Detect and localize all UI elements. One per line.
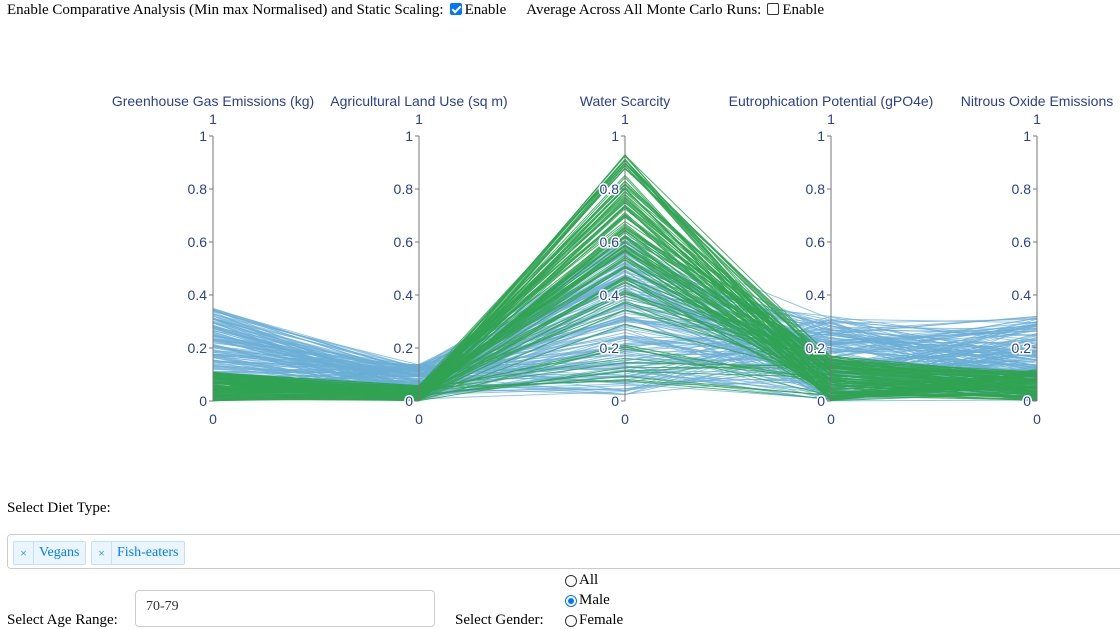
diet-tag-label: Vegans (39, 545, 80, 560)
comparative-checkbox[interactable] (449, 3, 462, 15)
axis-tick-label: 1 (1023, 128, 1031, 144)
radio-female[interactable] (565, 614, 577, 627)
axis-tick-label: 0.2 (394, 340, 414, 356)
axis-range-max: 1 (827, 111, 835, 127)
axis-tick-label: 0 (199, 393, 207, 409)
gender-option-label: Male (579, 592, 610, 608)
diet-type-multiselect[interactable]: × Vegans × Fish-eaters (7, 534, 1120, 569)
comparative-label: Enable Comparative Analysis (Min max Nor… (7, 1, 444, 18)
axis-4[interactable]: Nitrous Oxide Emissions 1 00 0.2 0.4 0.6 0.8 1 (961, 93, 1114, 427)
remove-fish-eaters-icon[interactable]: × (92, 542, 112, 564)
axis-tick-label: 0.2 (600, 340, 620, 356)
axis-tick-label: 0.8 (806, 181, 826, 197)
average-label: Average Across All Monte Carlo Runs: (526, 1, 762, 18)
age-range-label: Select Age Range: (7, 612, 118, 628)
remove-vegans-icon[interactable]: × (14, 542, 34, 564)
gender-option-label: Female (579, 612, 624, 628)
axis-tick-label: 0.8 (188, 181, 208, 197)
axis-tick-label: 0.8 (394, 181, 414, 197)
axis-tick-label: 0.4 (600, 287, 620, 303)
axis-range-max: 1 (209, 111, 217, 127)
axis-tick-label: 0.6 (394, 234, 414, 250)
axis-tick-label: 0.6 (600, 234, 620, 250)
axis-1[interactable]: Agricultural Land Use (sq m) 1 00 0.2 0.4 0.6… (330, 93, 507, 427)
axis-tick-label: 0.4 (188, 287, 208, 303)
age-range-select[interactable]: 70-79 (135, 590, 435, 627)
axis-tick-label: 0 (611, 393, 619, 409)
axis-tick-label: 0 (405, 393, 413, 409)
gender-option-male[interactable]: Male (565, 592, 610, 609)
gender-label: Select Gender: (455, 612, 544, 628)
axis-tick-label: 0.2 (806, 340, 826, 356)
axis-2[interactable]: Water Scarcity 1 00 0.2 0.4 0.6 0.8 1 (580, 93, 671, 427)
comparative-checkbox-label[interactable]: Enable (464, 1, 507, 18)
axis-tick-label: 0.2 (1012, 340, 1032, 356)
axis-tick-label: 0 (817, 393, 825, 409)
axis-tick-label: 0 (1023, 393, 1031, 409)
axis-tick-label: 0.6 (1012, 234, 1032, 250)
axis-title[interactable]: Greenhouse Gas Emissions (kg) (112, 93, 314, 109)
axis-tick-label: 0.8 (600, 181, 620, 197)
axis-title[interactable]: Water Scarcity (580, 93, 671, 109)
axis-3[interactable]: Eutrophication Potential (gPO4e) 1 00 0.2 0.… (729, 93, 934, 427)
axis-tick-label: 0.4 (806, 287, 826, 303)
radio-male[interactable] (565, 594, 577, 607)
axis-tick-label: 0.4 (1012, 287, 1032, 303)
average-checkbox[interactable] (767, 3, 780, 15)
parallel-coordinates-chart: Greenhouse Gas Emissions (kg)1000.20.40.… (112, 93, 1113, 427)
axis-range-min: 0 (621, 411, 629, 427)
axis-tick-label: 0.6 (806, 234, 826, 250)
axis-range-max: 1 (621, 111, 629, 127)
axis-range-max: 1 (415, 111, 423, 127)
axis-tick-label: 1 (817, 128, 825, 144)
gender-option-label: All (579, 572, 599, 588)
axes-layer: Greenhouse Gas Emissions (kg)1000.20.40.… (112, 93, 1113, 427)
axis-title[interactable]: Agricultural Land Use (sq m) (330, 93, 507, 109)
axis-range-min: 0 (415, 411, 423, 427)
axis-range-min: 0 (209, 411, 217, 427)
gender-option-all[interactable]: All (565, 572, 598, 589)
axis-tick-label: 1 (199, 128, 207, 144)
axis-0[interactable]: Greenhouse Gas Emissions (kg) 1 00 0.2 0.4 0.… (112, 93, 314, 427)
axis-range-min: 0 (827, 411, 835, 427)
axis-range-min: 0 (1033, 411, 1041, 427)
diet-tag-vegans: × Vegans (13, 541, 87, 565)
axis-range-max: 1 (1033, 111, 1041, 127)
axis-title[interactable]: Nitrous Oxide Emissions (961, 93, 1114, 109)
diet-tag-fish-eaters: × Fish-eaters (91, 541, 186, 565)
axis-tick-label: 0.2 (188, 340, 208, 356)
average-checkbox-label[interactable]: Enable (782, 1, 824, 18)
controls-row: Enable Comparative Analysis (Min max Nor… (7, 0, 824, 20)
diet-tag-label: Fish-eaters (117, 545, 179, 560)
axis-tick-label: 0.6 (188, 234, 208, 250)
axis-tick-label: 0.8 (1012, 181, 1032, 197)
axis-tick-label: 1 (405, 128, 413, 144)
diet-type-label: Select Diet Type: (7, 500, 111, 516)
axis-title[interactable]: Eutrophication Potential (gPO4e) (729, 93, 934, 109)
gender-option-female[interactable]: Female (565, 612, 623, 629)
axis-tick-label: 1 (611, 128, 619, 144)
radio-all[interactable] (565, 574, 577, 587)
axis-tick-label: 0.4 (394, 287, 414, 303)
